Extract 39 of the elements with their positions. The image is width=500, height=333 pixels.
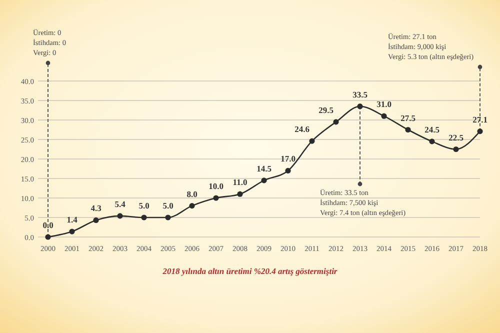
point [477,128,483,134]
point [405,126,411,133]
point [141,214,147,220]
text: 10.0 [208,181,224,191]
text: 24.5 [424,124,440,134]
point [93,217,99,224]
text: 1.4 [66,214,78,225]
point [213,195,219,201]
text: 11.0 [232,177,248,188]
text: 2018 yılında altın üretimi %20.4 artış göstermiştir [162,266,338,276]
text: 31.0 [376,99,392,110]
text: 22.5 [448,132,464,142]
point [117,213,123,219]
point [69,228,75,234]
point [333,119,339,125]
point [237,191,243,197]
point [357,104,363,110]
text: 8.0 [186,188,198,199]
text: 27.1 [472,114,488,124]
point [165,214,171,220]
text: 0.0 [42,220,54,230]
point [309,138,315,144]
text: 4.3 [90,203,102,214]
text: 24.6 [294,124,310,134]
point [45,234,51,240]
text: 5.0 [162,200,174,210]
point [189,203,195,209]
text: 29.5 [318,104,334,115]
point [285,168,291,174]
text: 5.0 [138,200,150,210]
text: 33.5 [352,89,368,100]
point [453,146,459,152]
point [261,178,267,184]
point [381,113,387,119]
text: 14.5 [256,163,272,174]
text: 27.5 [400,112,416,123]
text: 5.4 [114,198,126,209]
text: 17.0 [280,154,296,164]
point [429,138,435,144]
